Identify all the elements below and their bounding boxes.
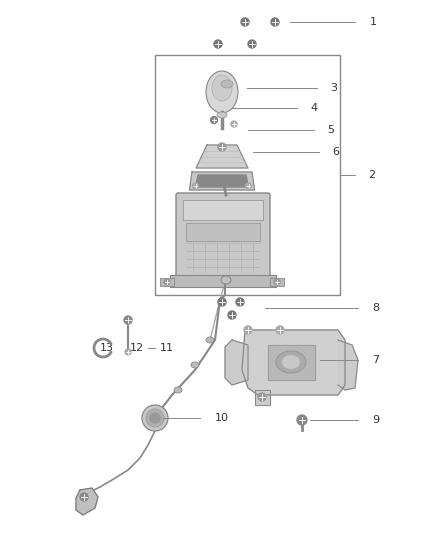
Text: 13: 13 bbox=[100, 343, 114, 353]
Circle shape bbox=[142, 405, 168, 431]
Bar bbox=[270, 278, 284, 286]
Circle shape bbox=[125, 349, 131, 355]
Ellipse shape bbox=[191, 362, 199, 368]
Text: 8: 8 bbox=[372, 303, 379, 313]
Ellipse shape bbox=[221, 80, 233, 88]
Text: 5: 5 bbox=[327, 125, 334, 135]
Bar bbox=[160, 278, 174, 286]
Ellipse shape bbox=[221, 276, 231, 284]
Ellipse shape bbox=[282, 355, 300, 369]
Circle shape bbox=[258, 393, 266, 401]
Circle shape bbox=[164, 279, 170, 285]
Circle shape bbox=[192, 183, 198, 189]
Bar bbox=[183, 200, 263, 220]
Polygon shape bbox=[190, 172, 254, 190]
Text: 7: 7 bbox=[372, 355, 379, 365]
Circle shape bbox=[228, 311, 236, 319]
Ellipse shape bbox=[212, 75, 232, 101]
Circle shape bbox=[248, 40, 256, 48]
Circle shape bbox=[218, 143, 226, 151]
Text: 1: 1 bbox=[370, 17, 377, 27]
Ellipse shape bbox=[276, 351, 306, 373]
Polygon shape bbox=[196, 145, 248, 168]
Text: 2: 2 bbox=[368, 170, 375, 180]
Circle shape bbox=[244, 326, 252, 334]
Polygon shape bbox=[76, 488, 98, 515]
Text: 6: 6 bbox=[332, 147, 339, 157]
Polygon shape bbox=[255, 390, 270, 405]
Polygon shape bbox=[242, 330, 345, 395]
Bar bbox=[186, 223, 260, 241]
Circle shape bbox=[150, 413, 160, 423]
Circle shape bbox=[80, 493, 88, 501]
Text: 10: 10 bbox=[215, 413, 229, 423]
Circle shape bbox=[297, 415, 307, 425]
Circle shape bbox=[231, 121, 237, 127]
Text: 11: 11 bbox=[160, 343, 174, 353]
Circle shape bbox=[274, 279, 280, 285]
Bar bbox=[155, 55, 340, 295]
Polygon shape bbox=[268, 345, 315, 380]
Circle shape bbox=[241, 18, 249, 26]
FancyBboxPatch shape bbox=[176, 193, 270, 282]
Circle shape bbox=[218, 298, 226, 306]
Circle shape bbox=[271, 18, 279, 26]
Circle shape bbox=[146, 409, 164, 427]
Text: 4: 4 bbox=[310, 103, 317, 113]
Text: 3: 3 bbox=[330, 83, 337, 93]
Polygon shape bbox=[195, 175, 248, 187]
Circle shape bbox=[246, 183, 251, 189]
Bar bbox=[170, 275, 276, 287]
Ellipse shape bbox=[217, 112, 227, 118]
Polygon shape bbox=[225, 340, 248, 385]
Ellipse shape bbox=[206, 71, 238, 113]
Text: 12: 12 bbox=[130, 343, 144, 353]
Ellipse shape bbox=[174, 387, 182, 393]
Circle shape bbox=[211, 117, 218, 124]
Circle shape bbox=[214, 40, 222, 48]
Circle shape bbox=[124, 316, 132, 324]
Circle shape bbox=[236, 298, 244, 306]
Text: 9: 9 bbox=[372, 415, 379, 425]
Ellipse shape bbox=[206, 337, 214, 343]
Circle shape bbox=[276, 326, 284, 334]
Polygon shape bbox=[338, 340, 358, 390]
